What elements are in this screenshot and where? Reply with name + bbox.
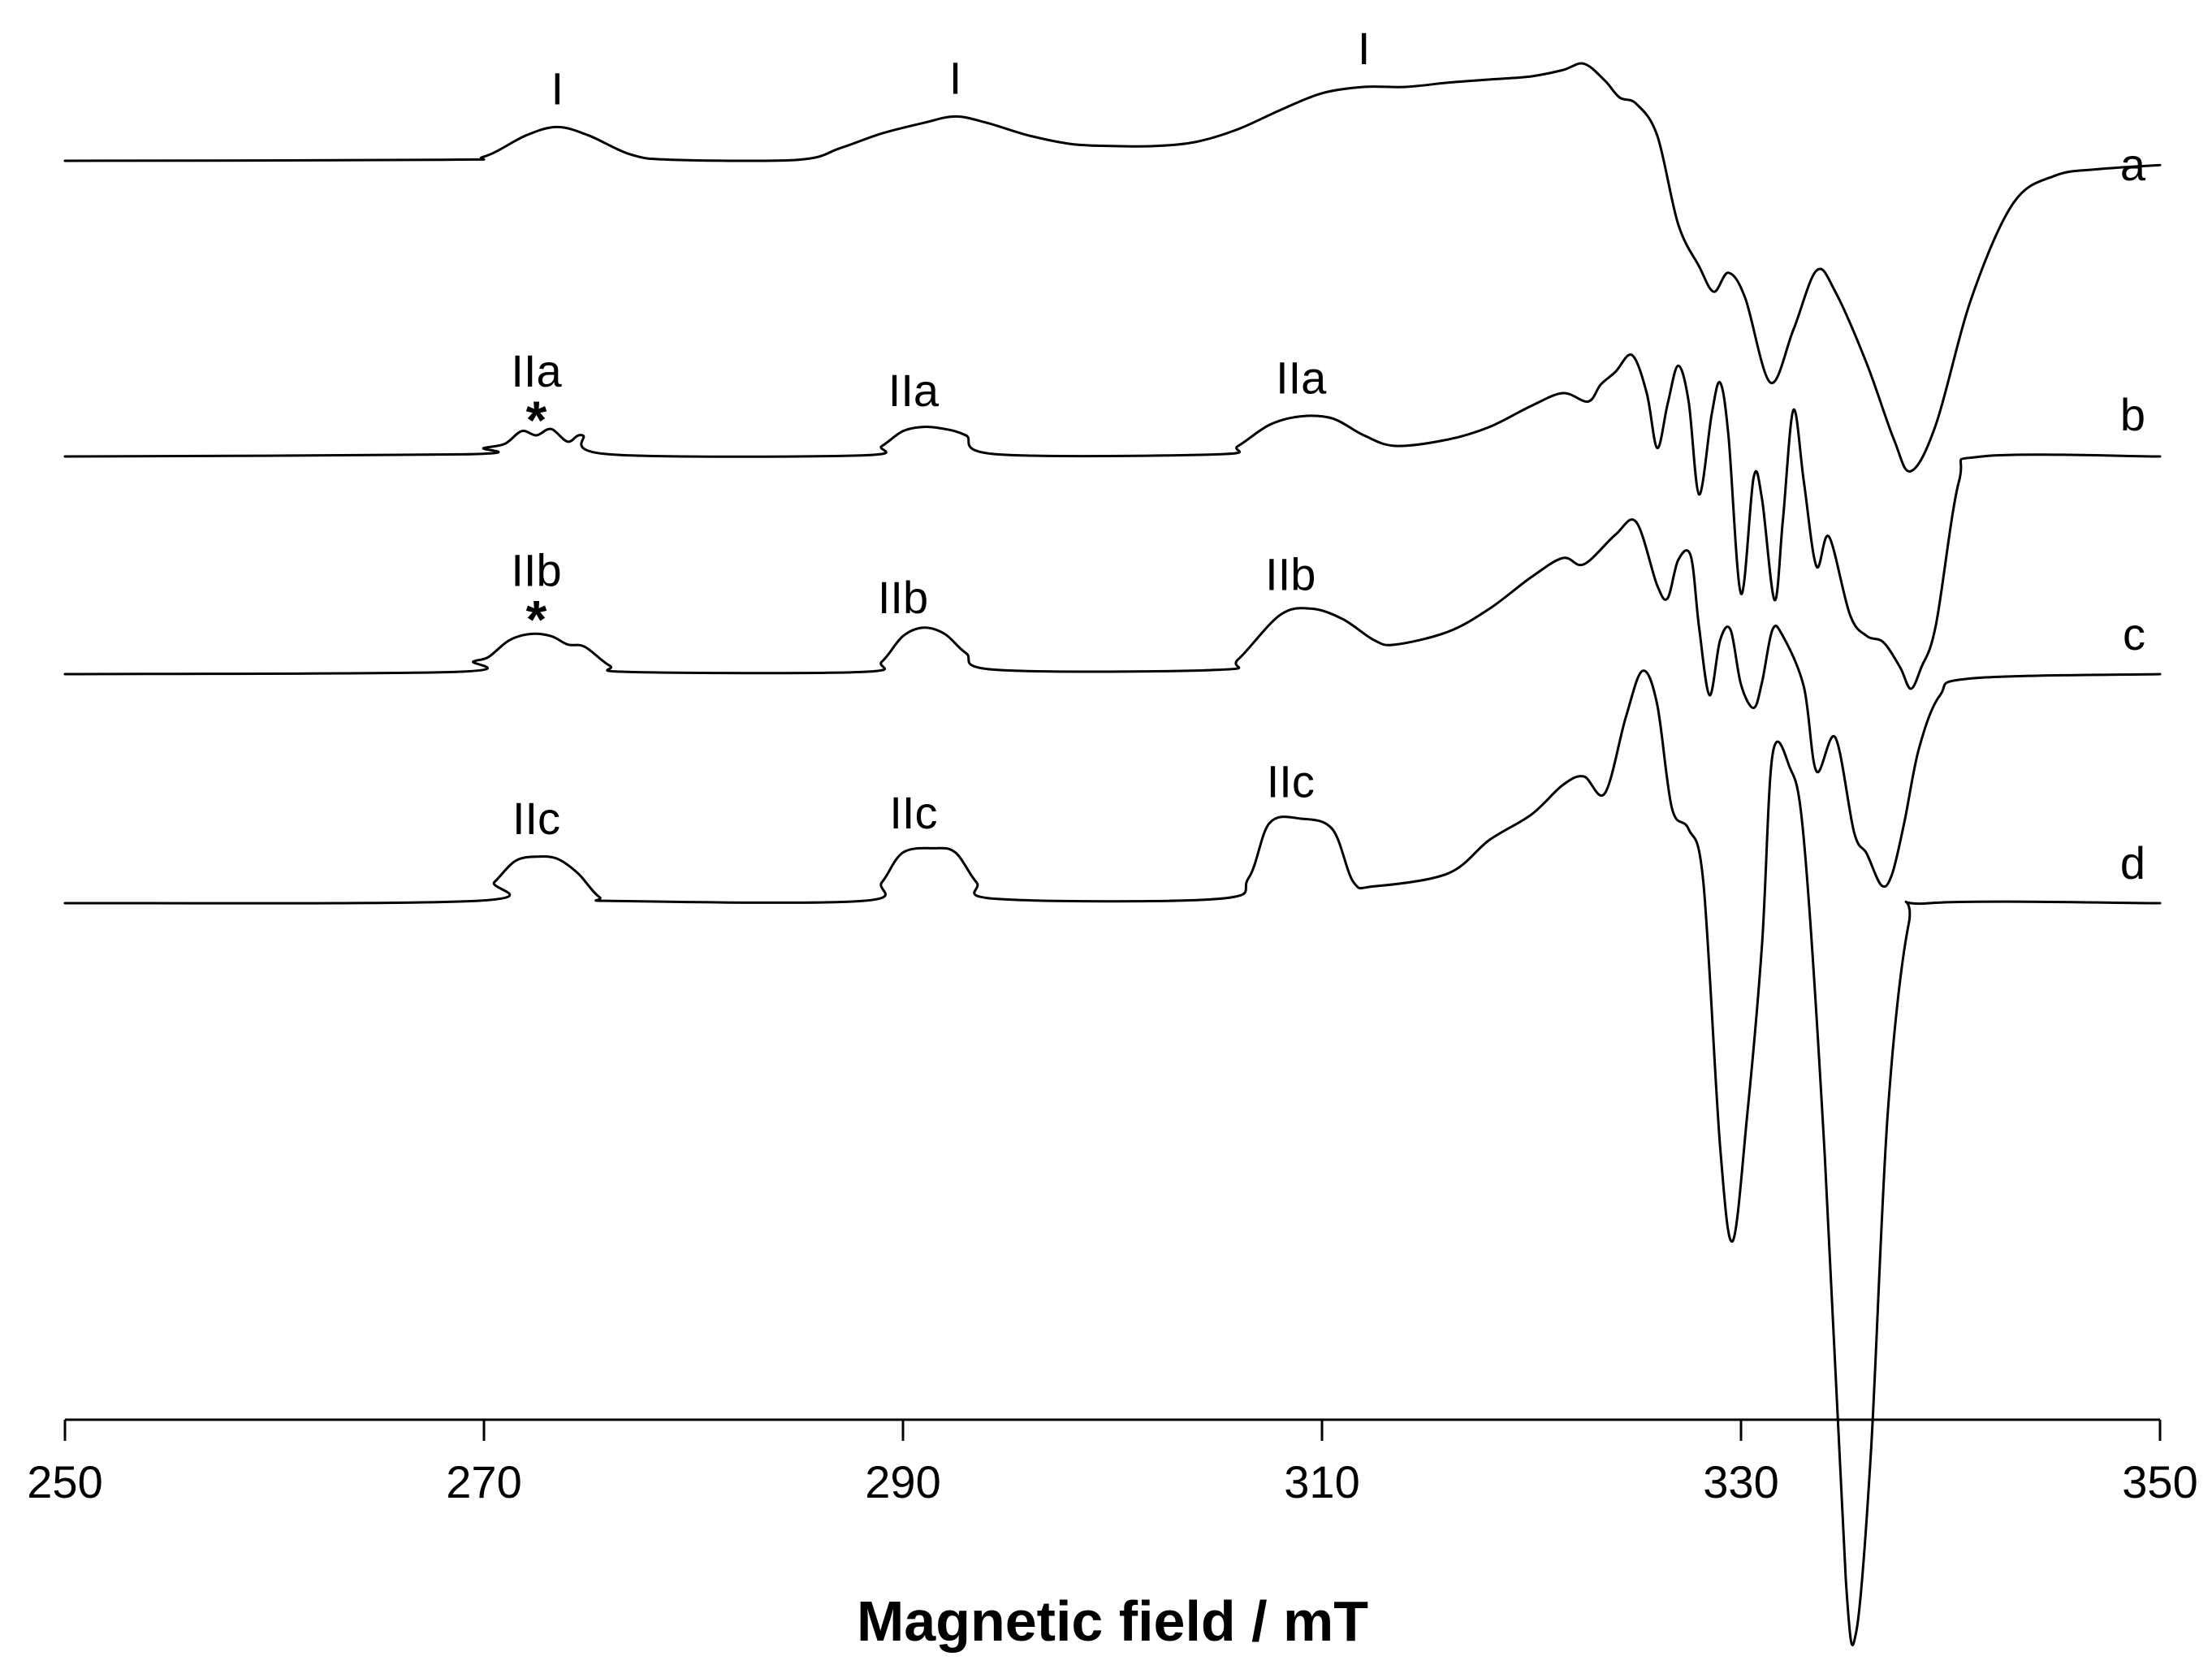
x-tick-label-250: 250 bbox=[27, 1456, 102, 1507]
peak-label-d-9: IIc bbox=[512, 793, 560, 844]
spectrum-line-a bbox=[63, 62, 2162, 473]
trace-label-d: d bbox=[2120, 837, 2145, 889]
peak-label-c-8: IIb bbox=[1265, 549, 1316, 600]
x-tick-label-270: 270 bbox=[446, 1456, 521, 1507]
x-axis: 250 270 290 310 330 350 bbox=[27, 1418, 2198, 1507]
x-tick-label-290: 290 bbox=[865, 1456, 940, 1507]
peak-label-c-6: IIb bbox=[511, 544, 561, 595]
trace-label-a: a bbox=[2120, 139, 2146, 190]
peak-star-c-6: * bbox=[526, 589, 547, 649]
peak-label-a-2: I bbox=[1358, 23, 1371, 74]
peak-label-d-11: IIc bbox=[1267, 756, 1315, 807]
peak-star-b-3: * bbox=[526, 390, 547, 450]
peak-label-a-0: I bbox=[551, 63, 564, 114]
peak-label-b-4: IIa bbox=[888, 365, 940, 416]
x-tick-label-310: 310 bbox=[1284, 1456, 1359, 1507]
x-axis-title: Magnetic field / mT bbox=[857, 1589, 1368, 1653]
spectrum-line-c bbox=[63, 518, 2162, 889]
peak-label-a-1: I bbox=[949, 52, 962, 103]
trace-label-b: b bbox=[2120, 389, 2145, 440]
peak-label-d-10: IIc bbox=[889, 787, 937, 838]
peak-label-b-5: IIa bbox=[1276, 352, 1327, 404]
trace-labels: a b c d bbox=[2120, 139, 2146, 889]
peak-label-b-3: IIa bbox=[511, 345, 562, 396]
x-axis-ticks: 250 270 290 310 330 350 bbox=[27, 1420, 2198, 1507]
spectrum-line-d bbox=[63, 669, 2162, 1646]
trace-label-c: c bbox=[2123, 608, 2145, 660]
x-tick-label-350: 350 bbox=[2122, 1456, 2197, 1507]
spectra-traces bbox=[63, 62, 2162, 1646]
spectrum-line-b bbox=[63, 353, 2162, 690]
x-tick-label-330: 330 bbox=[1703, 1456, 1778, 1507]
peak-label-c-7: IIb bbox=[878, 572, 928, 623]
